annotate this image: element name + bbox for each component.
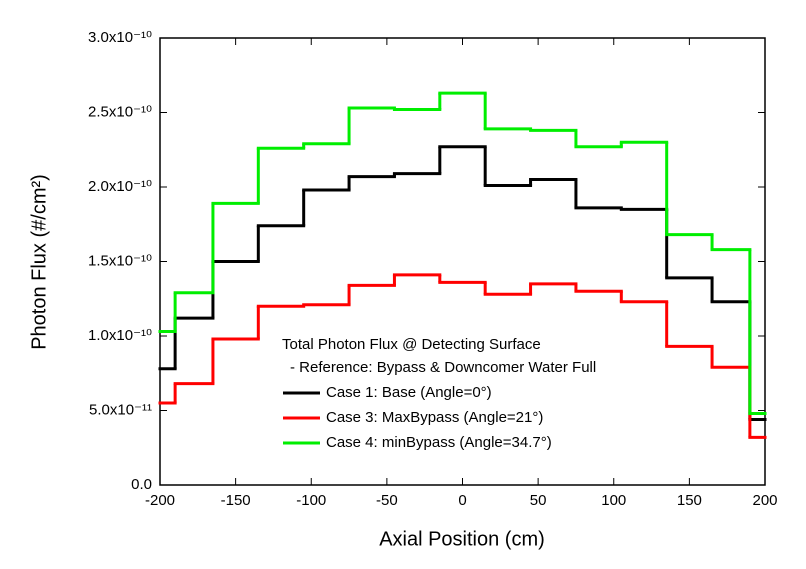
- y-tick-label: 0.0: [131, 476, 152, 493]
- x-tick-label: -50: [376, 492, 398, 509]
- y-tick-label: 2.0x10⁻¹⁰: [88, 178, 152, 195]
- legend-label: Case 1: Base (Angle=0°): [326, 384, 492, 401]
- x-tick-label: -150: [221, 492, 251, 509]
- y-tick-label: 5.0x10⁻¹¹: [89, 401, 152, 418]
- x-axis-label: Axial Position (cm): [379, 528, 545, 550]
- x-tick-label: 100: [601, 492, 626, 509]
- legend-label: Case 4: minBypass (Angle=34.7°): [326, 434, 552, 451]
- y-tick-label: 1.5x10⁻¹⁰: [88, 252, 152, 269]
- legend-subtitle: - Reference: Bypass & Downcomer Water Fu…: [290, 359, 596, 376]
- y-tick-label: 3.0x10⁻¹⁰: [88, 29, 152, 46]
- x-tick-label: -100: [296, 492, 326, 509]
- x-tick-label: 0: [458, 492, 466, 509]
- y-axis-label: Photon Flux (#/cm²): [28, 174, 50, 350]
- legend-label: Case 3: MaxBypass (Angle=21°): [326, 409, 543, 426]
- x-tick-label: -200: [145, 492, 175, 509]
- x-tick-label: 150: [677, 492, 702, 509]
- y-tick-label: 2.5x10⁻¹⁰: [88, 103, 152, 120]
- y-tick-label: 1.0x10⁻¹⁰: [88, 327, 152, 344]
- legend-title: Total Photon Flux @ Detecting Surface: [282, 336, 541, 353]
- x-tick-label: 200: [752, 492, 777, 509]
- x-tick-label: 50: [530, 492, 547, 509]
